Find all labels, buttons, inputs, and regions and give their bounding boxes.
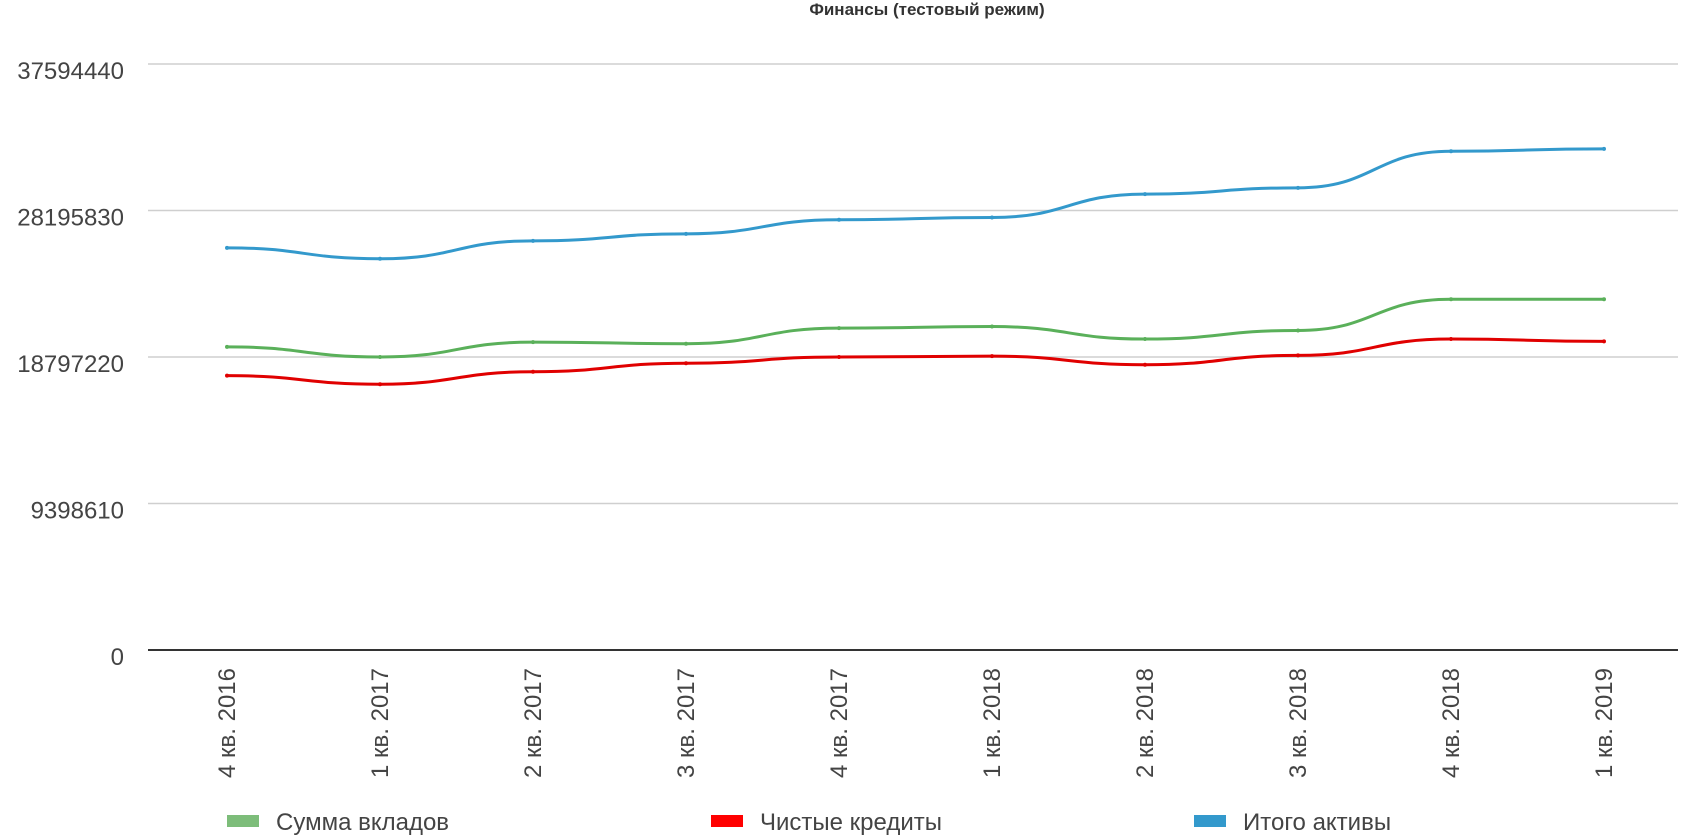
series-line-3[interactable] [225,147,1606,261]
data-point[interactable] [378,256,382,261]
x-tick-label: 1 кв. 2019 [1591,668,1618,778]
y-axis: 0 9398610 18797220 28195830 37594440 [17,58,124,671]
legend-item[interactable]: Итого активы [1194,809,1391,836]
x-tick-label: 1 кв. 2017 [367,668,394,778]
data-point[interactable] [1602,339,1606,344]
x-tick-label: 4 кв. 2016 [214,668,241,778]
legend[interactable]: Сумма вкладов Чистые кредиты Итого активы [227,809,1391,836]
data-point[interactable] [1296,353,1300,358]
x-tick-label: 4 кв. 2017 [826,668,853,778]
data-point[interactable] [837,354,841,359]
x-axis: 4 кв. 2016 1 кв. 2017 2 кв. 2017 3 кв. 2017… [214,668,1618,778]
data-point[interactable] [531,369,535,374]
data-point[interactable] [531,340,535,345]
data-point[interactable] [837,326,841,331]
x-tick-label: 3 кв. 2018 [1285,668,1312,778]
y-tick-label: 18797220 [17,351,124,378]
chart-title: Финансы (тестовый режим) [809,0,1044,19]
y-tick-label: 28195830 [17,205,124,232]
series-line-2[interactable] [225,337,1606,386]
data-point[interactable] [990,215,994,220]
legend-label: Итого активы [1243,809,1391,836]
data-point[interactable] [684,341,688,346]
data-point[interactable] [837,217,841,222]
data-point[interactable] [1143,362,1147,367]
data-point[interactable] [684,231,688,236]
legend-item[interactable]: Сумма вкладов [227,809,449,836]
data-point[interactable] [1143,192,1147,197]
x-tick-label: 4 кв. 2018 [1438,668,1465,778]
legend-swatch [711,815,743,827]
series-line-1[interactable] [225,297,1606,359]
data-point[interactable] [684,361,688,366]
data-point[interactable] [1602,146,1606,151]
data-point[interactable] [1602,297,1606,302]
data-point[interactable] [1449,297,1453,302]
y-tick-label: 37594440 [17,58,124,85]
data-point[interactable] [531,238,535,243]
data-point[interactable] [1449,149,1453,154]
legend-item[interactable]: Чистые кредиты [711,809,942,836]
data-point[interactable] [1449,337,1453,342]
data-point[interactable] [225,373,229,378]
data-point[interactable] [1143,337,1147,342]
data-point[interactable] [225,245,229,250]
data-point[interactable] [1296,328,1300,333]
series-lines [225,146,1606,387]
x-tick-label: 2 кв. 2017 [520,668,547,778]
data-point[interactable] [990,324,994,329]
y-tick-label: 0 [111,644,124,671]
data-point[interactable] [378,382,382,387]
y-tick-label: 9398610 [31,498,124,525]
legend-swatch [1194,815,1226,827]
data-point[interactable] [1296,185,1300,190]
x-tick-label: 3 кв. 2017 [673,668,700,778]
data-point[interactable] [990,354,994,359]
data-point[interactable] [378,354,382,359]
data-point[interactable] [225,344,229,349]
legend-swatch [227,815,259,827]
legend-label: Чистые кредиты [760,809,942,836]
legend-label: Сумма вкладов [276,809,449,836]
x-tick-label: 2 кв. 2018 [1132,668,1159,778]
x-tick-label: 1 кв. 2018 [979,668,1006,778]
